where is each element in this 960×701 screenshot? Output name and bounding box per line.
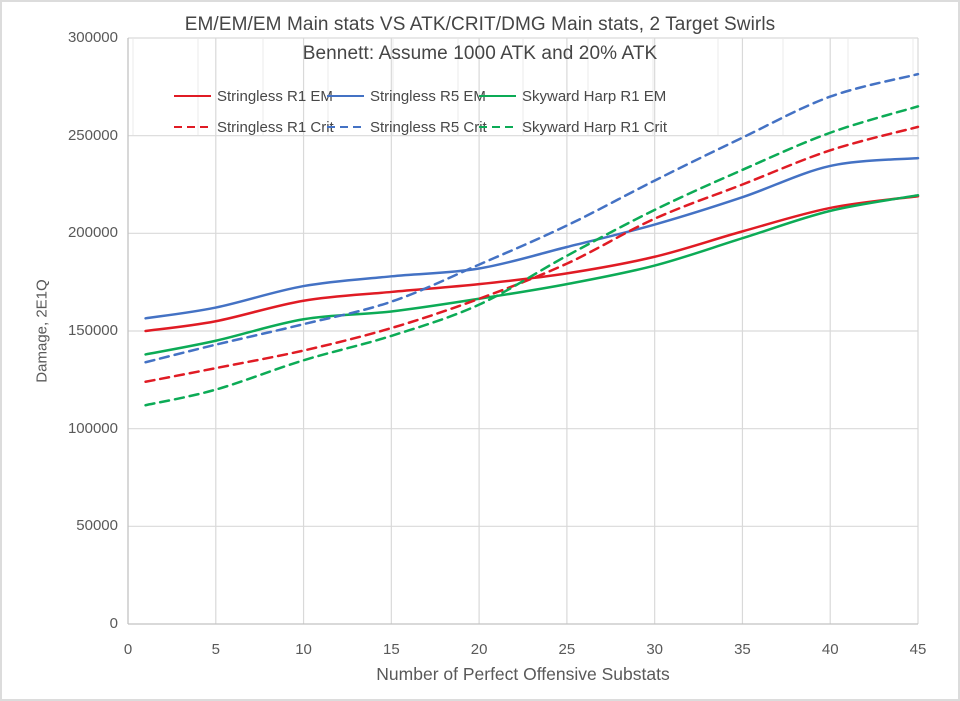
y-tick-label: 100000	[67, 419, 118, 437]
x-tick-label: 25	[558, 641, 576, 658]
y-tick-label: 0	[109, 615, 118, 632]
legend-line-swatch	[327, 94, 364, 98]
legend-item-skyward-harp-r1-em: Skyward Harp R1 EM	[479, 85, 666, 107]
x-tick-label: 30	[646, 641, 663, 658]
y-tick-label: 300000	[67, 29, 118, 46]
legend-line-swatch	[174, 125, 211, 129]
chart-title-line1: EM/EM/EM Main stats VS ATK/CRIT/DMG Main…	[184, 14, 776, 35]
series-stringless-r5-crit-line	[144, 72, 920, 364]
series-stringless-r1-em-line	[144, 194, 920, 333]
chart-title: EM/EM/EM Main stats VS ATK/CRIT/DMG Main…	[0, 10, 960, 68]
legend-label: Skyward Harp R1 EM	[522, 87, 667, 105]
series-skyward-harp-r1-crit-line	[144, 105, 920, 407]
x-tick-label: 20	[470, 641, 488, 658]
legend-item-stringless-r1-crit: Stringless R1 Crit	[174, 116, 334, 138]
y-tick-label: 50000	[76, 517, 118, 535]
x-tick-label: 35	[734, 641, 751, 658]
legend-label: Stringless R1 Crit	[217, 118, 334, 136]
legend-item-stringless-r5-crit: Stringless R5 Crit	[327, 116, 487, 138]
y-tick-label: 200000	[67, 224, 118, 242]
legend-line-swatch	[174, 94, 211, 98]
legend-item-stringless-r1-em: Stringless R1 EM	[174, 85, 333, 107]
x-tick-label: 5	[211, 641, 220, 658]
x-axis-title: Number of Perfect Offensive Substats	[376, 664, 670, 684]
y-tick-label: 250000	[67, 126, 118, 144]
legend-label: Skyward Harp R1 Crit	[522, 118, 668, 136]
x-tick-label: 15	[382, 641, 400, 658]
legend-line-swatch	[479, 94, 516, 98]
series-stringless-r5-em-line	[144, 156, 920, 320]
legend-label: Stringless R5 EM	[370, 87, 486, 105]
legend-line-swatch	[479, 125, 516, 129]
series-stringless-r1-crit-line	[144, 125, 920, 384]
legend-item-stringless-r5-em: Stringless R5 EM	[327, 85, 486, 107]
chart-title-line2: Bennett: Assume 1000 ATK and 20% ATK	[302, 43, 658, 64]
x-tick-label: 45	[909, 641, 927, 658]
x-tick-label: 0	[123, 641, 133, 658]
x-tick-label: 10	[295, 641, 312, 658]
legend-label: Stringless R1 EM	[217, 87, 333, 105]
legend-item-skyward-harp-r1-crit: Skyward Harp R1 Crit	[479, 116, 667, 138]
y-tick-label: 150000	[67, 322, 118, 339]
series-skyward-harp-r1-em-line	[144, 193, 920, 356]
legend-line-swatch	[327, 125, 364, 129]
x-tick-label: 40	[821, 641, 839, 658]
legend-label: Stringless R5 Crit	[370, 118, 487, 136]
